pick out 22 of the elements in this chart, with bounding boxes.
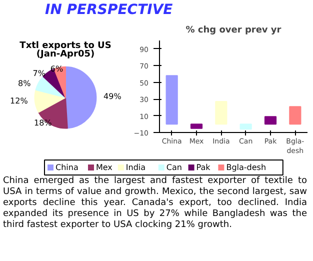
legend-label: Can [166, 163, 182, 172]
data-label: 7% [32, 68, 46, 78]
chart-title: Txtl exports to US (Jan-Apr05) [20, 41, 112, 60]
text: China emerged as the largest and fastest exporter of textile to USA in terms of value and growth. Mexico, the second largest, saw exports decline this year. Canada's export, too declined. India expanded its presence in US by 27% while Bangladesh was the third fastest exporter to USA clocking 21% growth. [3, 176, 307, 231]
data-label: 12% [10, 96, 28, 106]
bar [264, 116, 277, 125]
data-label: 6% [50, 64, 64, 74]
bar [166, 75, 178, 125]
legend-label: Bgla-desh [226, 163, 266, 172]
data-label: 49% [104, 92, 122, 102]
bar [215, 101, 228, 125]
chart-title: % chg over prev yr [186, 26, 282, 36]
legend-label: Mex [96, 163, 113, 172]
data-label: 8% [18, 79, 32, 88]
text: IN PERSPECTIVE [45, 1, 173, 20]
data-label: 18% [34, 118, 52, 128]
bar [190, 124, 203, 129]
bar [289, 106, 302, 125]
legend-label: India [126, 163, 146, 172]
legend-label: China [56, 163, 78, 172]
bar [240, 124, 252, 130]
legend-label: Pak [196, 163, 211, 172]
